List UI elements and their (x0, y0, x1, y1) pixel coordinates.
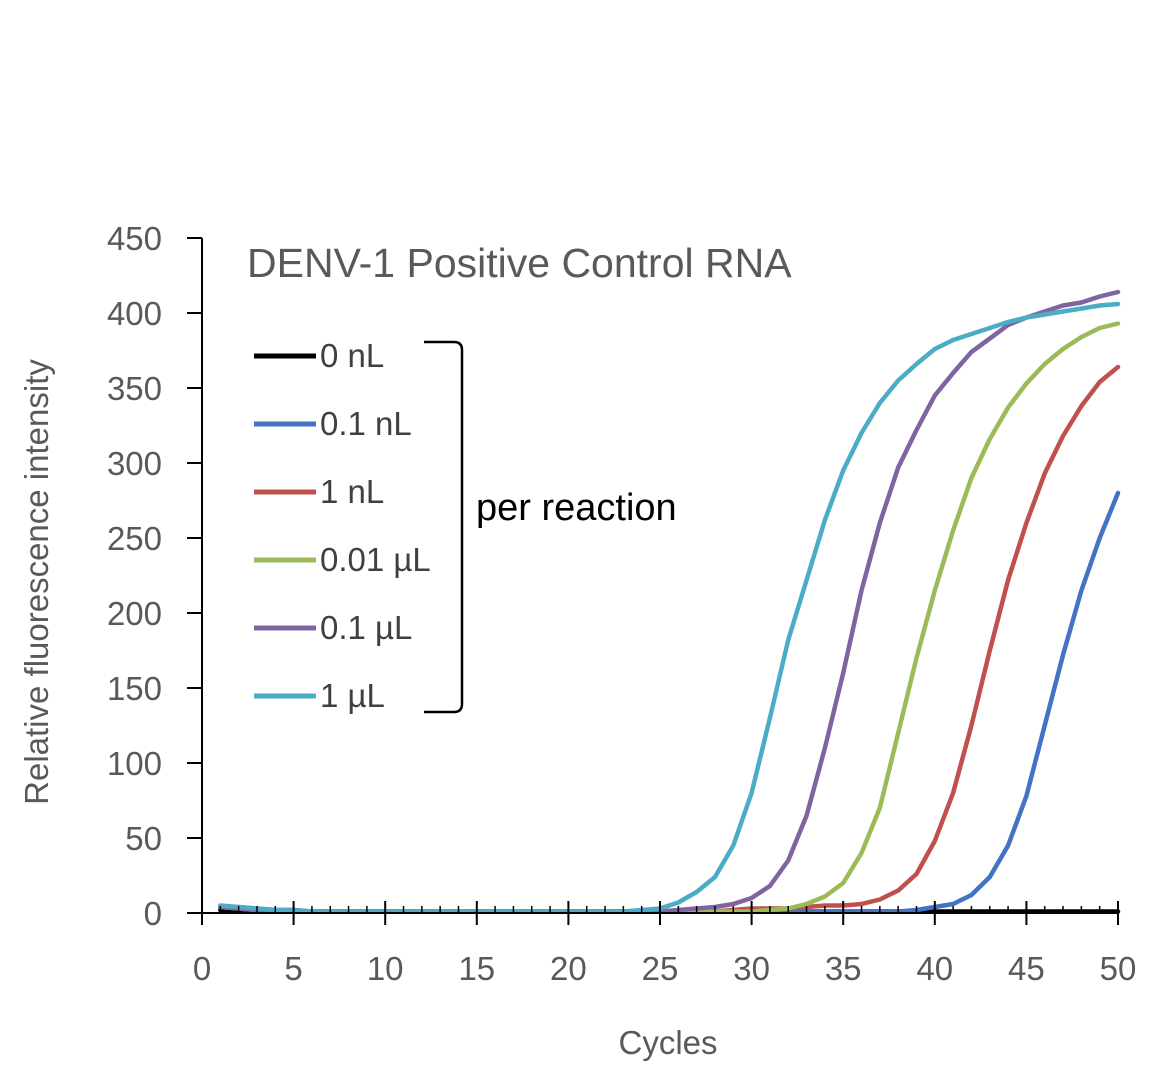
y-tick-label: 150 (107, 670, 162, 707)
legend-bracket (424, 340, 464, 714)
legend-label: 1 µL (320, 677, 385, 714)
x-tick-label: 10 (367, 950, 404, 987)
y-tick-label: 100 (107, 745, 162, 782)
y-tick-label: 0 (144, 895, 162, 932)
series-line-4 (218, 289, 1121, 914)
series-line-5 (218, 301, 1121, 914)
legend-label: 0 nL (320, 337, 384, 374)
x-tick-label: 30 (733, 950, 770, 987)
chart-title: DENV-1 Positive Control RNA (247, 240, 792, 286)
legend-label: 0.1 µL (320, 609, 412, 646)
x-tick-label: 50 (1100, 950, 1137, 987)
x-tick-label: 45 (1008, 950, 1045, 987)
y-tick-label: 450 (107, 220, 162, 257)
legend: 0 nL 0.1 nL 1 nL 0.01 µL 0.1 µL 1 µL (254, 337, 431, 714)
x-axis-title: Cycles (618, 1024, 717, 1061)
y-tick-label: 250 (107, 520, 162, 557)
legend-group-label: per reaction (476, 487, 677, 529)
x-tick-label: 0 (193, 950, 211, 987)
x-axis: 0 5 10 15 20 25 30 35 40 45 50 (193, 901, 1137, 987)
y-tick-label: 350 (107, 370, 162, 407)
y-axis-title: Relative fluorescence intensity (18, 359, 55, 805)
x-tick-label: 5 (284, 950, 302, 987)
y-tick-label: 50 (125, 820, 162, 857)
y-tick-label: 300 (107, 445, 162, 482)
legend-label: 1 nL (320, 473, 384, 510)
x-tick-label: 35 (825, 950, 862, 987)
y-tick-label: 200 (107, 595, 162, 632)
x-tick-label: 20 (550, 950, 587, 987)
x-tick-label: 25 (642, 950, 679, 987)
plot-area (218, 289, 1121, 914)
x-tick-label: 40 (916, 950, 953, 987)
x-tick-label: 15 (458, 950, 495, 987)
y-tick-label: 400 (107, 295, 162, 332)
legend-label: 0.01 µL (320, 541, 431, 578)
legend-label: 0.1 nL (320, 405, 412, 442)
y-axis: 0 50 100 150 200 250 300 350 400 450 (107, 220, 203, 932)
